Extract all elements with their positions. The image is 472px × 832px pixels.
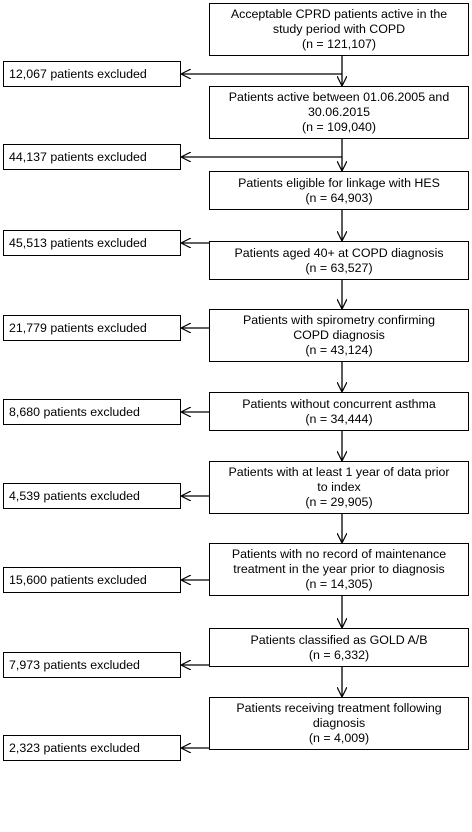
step-text-line: Patients eligible for linkage with HES — [238, 175, 440, 190]
exclusion-box: 21,779 patients excluded — [3, 315, 181, 341]
step-box: Patients with spirometry confirming COPD … — [209, 309, 469, 362]
step-text-line: Patients active between 01.06.2005 and — [228, 90, 450, 104]
step-box: Patients active between 01.06.2005 and 30… — [209, 86, 469, 139]
step-text-line: to index — [317, 480, 361, 494]
step-text-line: Acceptable CPRD patients active in the — [230, 7, 448, 21]
step-text-line: Patients without concurrent asthma — [242, 396, 436, 411]
step-text-line: diagnosis — [312, 716, 366, 730]
step-text-line: (n = 64,903) — [305, 190, 373, 205]
step-text-line: (n = 109,040) — [301, 120, 377, 134]
step-text-line: (n = 34,444) — [305, 411, 373, 426]
step-text-line: Patients with at least 1 year of data pr… — [228, 465, 450, 479]
step-text-line: Patients aged 40+ at COPD diagnosis — [234, 245, 444, 260]
step-box: Acceptable CPRD patients active in the st… — [209, 3, 469, 56]
step-text-line: (n = 121,107) — [301, 37, 377, 51]
step-text-line: study period with COPD — [272, 22, 406, 36]
step-box: Patients eligible for linkage with HES (n… — [209, 171, 469, 210]
step-text-line: treatment in the year prior to diagnosis — [233, 562, 445, 576]
step-box: Patients aged 40+ at COPD diagnosis (n = … — [209, 241, 469, 280]
exclusion-box: 4,539 patients excluded — [3, 483, 181, 509]
step-text-line: (n = 4,009) — [308, 731, 370, 745]
step-box: Patients with no record of maintenance tr… — [209, 543, 469, 596]
exclusion-box: 12,067 patients excluded — [3, 61, 181, 87]
step-text-line: (n = 63,527) — [305, 260, 373, 275]
step-box: Patients receiving treatment following di… — [209, 697, 469, 750]
step-text-line: Patients with spirometry confirming — [242, 313, 436, 327]
step-box: Patients without concurrent asthma (n = 3… — [209, 392, 469, 431]
step-text-line: (n = 43,124) — [305, 343, 373, 357]
step-text-line: (n = 14,305) — [305, 577, 373, 591]
exclusion-box: 44,137 patients excluded — [3, 144, 181, 170]
exclusion-box: 8,680 patients excluded — [3, 399, 181, 425]
step-text-line: COPD diagnosis — [293, 328, 385, 342]
step-box: Patients with at least 1 year of data pr… — [209, 461, 469, 514]
exclusion-box: 2,323 patients excluded — [3, 735, 181, 761]
step-text-line: Patients receiving treatment following — [236, 701, 442, 715]
step-box: Patients classified as GOLD A/B (n = 6,33… — [209, 628, 469, 667]
step-text-line: (n = 29,905) — [305, 495, 373, 509]
exclusion-box: 7,973 patients excluded — [3, 652, 181, 678]
exclusion-box: 15,600 patients excluded — [3, 567, 181, 593]
step-text-line: (n = 6,332) — [308, 647, 370, 662]
exclusion-box: 45,513 patients excluded — [3, 230, 181, 256]
step-text-line: Patients with no record of maintenance — [231, 547, 447, 561]
step-text-line: Patients classified as GOLD A/B — [250, 632, 428, 647]
step-text-line: 30.06.2015 — [307, 105, 370, 119]
